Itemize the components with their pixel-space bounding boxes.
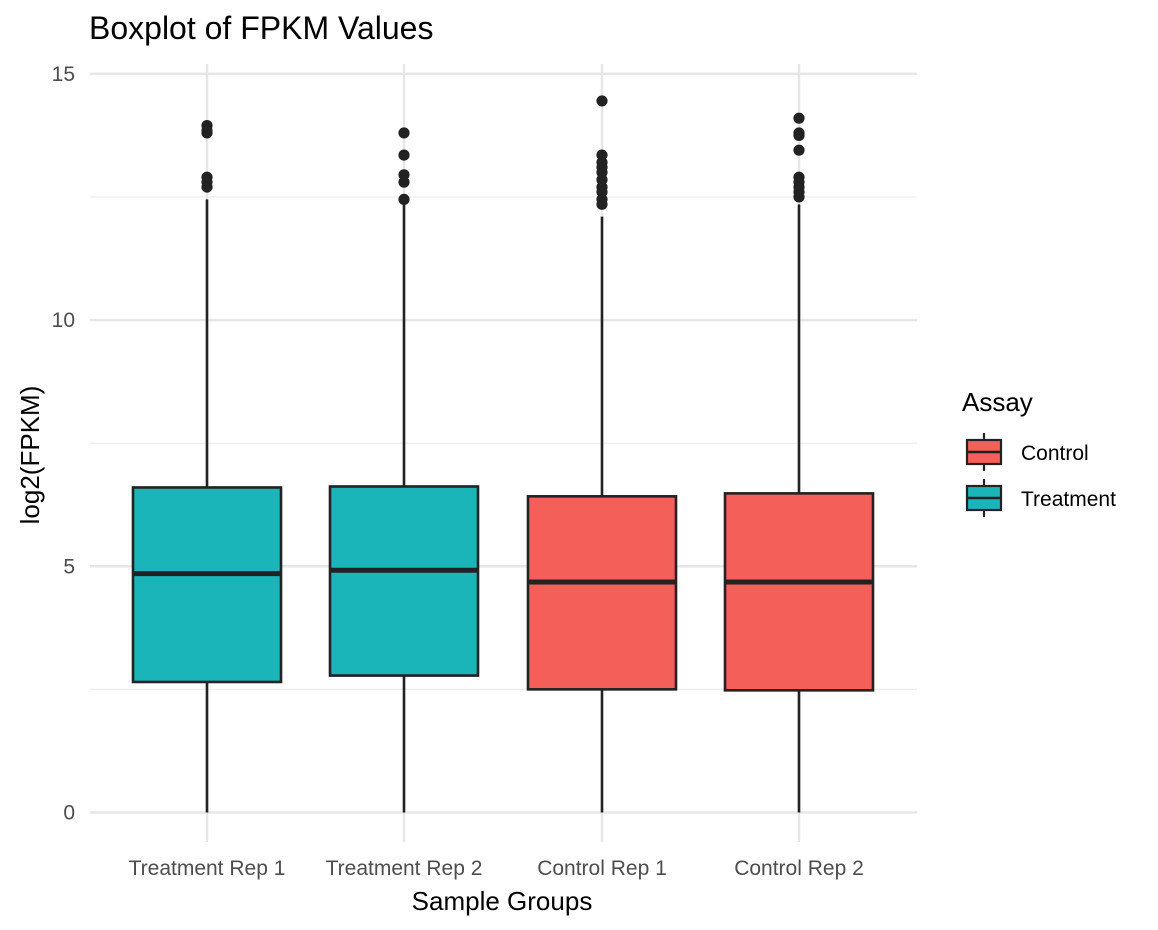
outlier-point [793,171,805,183]
legend-label: Treatment [1021,488,1116,511]
y-tick-label: 5 [63,555,75,578]
x-tick-label: Control Rep 1 [537,857,667,880]
box-rect [723,492,875,692]
box-group [131,119,283,813]
outlier-point [398,169,410,181]
box-rect [131,486,283,684]
y-axis-title: log2(FPKM) [15,386,45,525]
box-rect [526,495,678,691]
outlier-point [398,127,410,139]
box-rect [328,485,480,677]
outlier-point [793,144,805,156]
legend-title: Assay [962,387,1033,417]
box-layer [131,95,875,813]
x-axis-title: Sample Groups [412,886,593,916]
outlier-point [398,149,410,161]
box-group [526,95,678,813]
outlier-point [398,193,410,206]
legend: Control Treatment [965,433,1116,517]
y-tick-label: 15 [52,63,75,86]
box-group [328,127,480,813]
outlier-point [201,171,213,183]
grid-layer [90,64,917,842]
chart-title: Boxplot of FPKM Values [89,10,433,46]
legend-entry: Control [965,433,1089,471]
outlier-point [201,119,213,132]
legend-label: Control [1021,442,1089,465]
outlier-point [596,95,608,107]
y-tick-label: 0 [63,801,75,824]
outlier-point [596,149,608,161]
outlier-point [793,127,805,139]
outlier-point [793,112,805,124]
y-tick-label: 10 [52,309,75,332]
axis-layer: 0 5 10 15 Treatment Rep 1 Treatment Rep 2 Cont… [52,63,864,880]
x-tick-label: Treatment Rep 2 [326,857,483,880]
x-tick-label: Control Rep 2 [734,857,864,880]
box-group [723,112,875,813]
legend-entry: Treatment [965,479,1116,517]
x-tick-label: Treatment Rep 1 [129,857,286,880]
